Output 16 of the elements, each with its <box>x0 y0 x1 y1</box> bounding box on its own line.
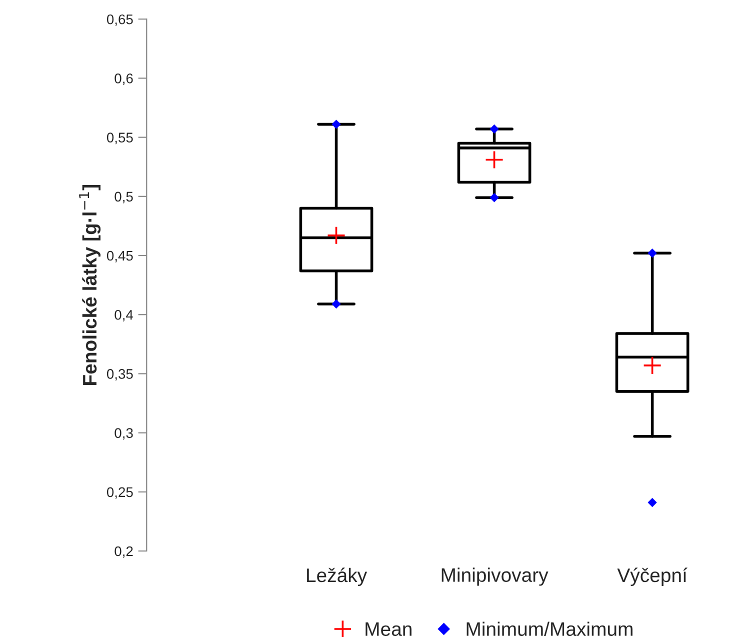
y-tick-label: 0,55 <box>106 132 133 144</box>
y-tick-label: 0,65 <box>106 14 133 26</box>
y-tick-label: 0,45 <box>106 250 133 262</box>
y-axis-title: Fenolické látky [g·l$^{−1}$] <box>79 185 101 385</box>
legend-label: Minimum/Maximum <box>466 622 632 636</box>
legend-label: Mean <box>366 622 412 636</box>
y-tick-label: 0,2 <box>114 546 133 558</box>
y-tick-label: 0,6 <box>114 74 133 86</box>
y-tick-label: 0,4 <box>114 310 134 322</box>
y-tick-label: 0,25 <box>106 487 133 499</box>
y-tick-label: 0,35 <box>106 369 133 381</box>
x-tick-label: Minipivovary <box>442 568 548 586</box>
x-tick-label: Výčepní <box>617 568 688 586</box>
y-tick-label: 0,5 <box>114 192 133 204</box>
y-tick-label: 0,3 <box>114 428 133 440</box>
x-tick-label: Ležáky <box>307 568 368 586</box>
